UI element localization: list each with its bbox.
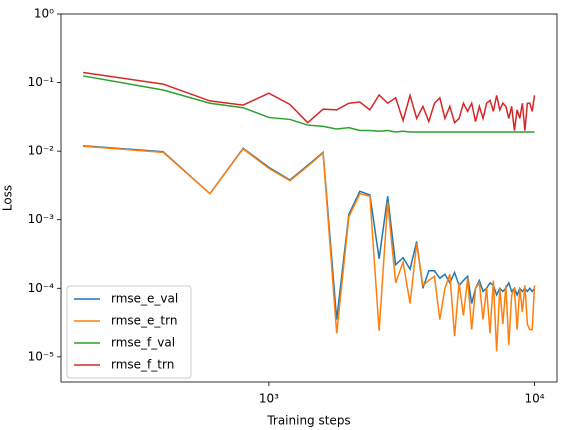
- legend-label: rmse_e_trn: [111, 314, 177, 328]
- y-tick-label: 10⁻³: [28, 212, 55, 226]
- series-line: [83, 71, 536, 131]
- legend-label: rmse_e_val: [111, 292, 178, 306]
- legend-label: rmse_f_val: [111, 336, 175, 350]
- y-tick-label: 10⁻⁵: [28, 349, 55, 363]
- y-tick-label: 10⁻¹: [28, 75, 55, 89]
- x-tick-label: 10³: [259, 392, 279, 406]
- series-line: [83, 145, 536, 352]
- y-tick-label: 10⁰: [34, 7, 54, 21]
- series-line: [83, 75, 535, 133]
- x-axis-label: Training steps: [266, 414, 350, 428]
- legend-box: [66, 285, 192, 379]
- x-tick-label: 10⁴: [524, 392, 544, 406]
- y-tick-label: 10⁻⁴: [28, 281, 55, 295]
- plot-frame: [60, 13, 558, 383]
- y-tick-label: 10⁻²: [28, 144, 55, 158]
- legend-label: rmse_f_trn: [111, 358, 174, 372]
- y-axis-label: Loss: [1, 185, 15, 211]
